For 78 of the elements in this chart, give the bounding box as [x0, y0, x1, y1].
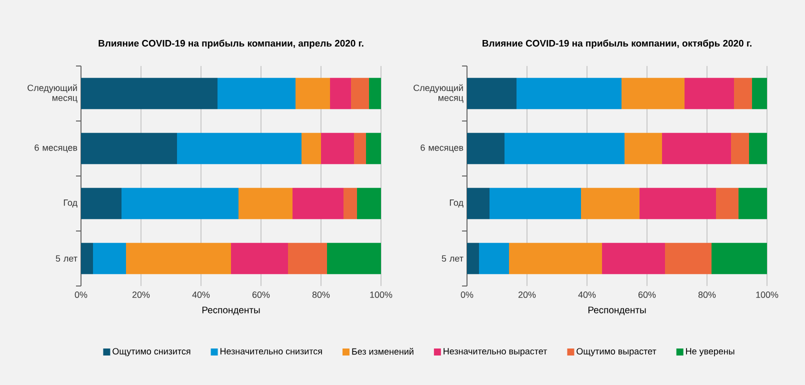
bar — [640, 188, 716, 220]
bar — [467, 188, 490, 220]
bar — [516, 78, 622, 110]
bar — [327, 242, 382, 274]
y-tick-label: 5 лет — [56, 255, 78, 262]
bar — [752, 78, 768, 110]
bar — [467, 78, 517, 110]
bar — [330, 78, 352, 110]
bar — [292, 188, 344, 220]
bar — [622, 78, 685, 110]
legend-label: Без изменений — [352, 348, 414, 355]
y-tick-label: 5 лет — [442, 255, 464, 262]
x-tick-label: 40% — [192, 292, 210, 298]
bar — [296, 78, 330, 110]
chart-title: Влияние COVID-19 на прибыль компании, апрель 2020 г. — [98, 40, 364, 49]
legend-label: Ощутимо снизится — [112, 348, 190, 356]
y-tick-label: Следующий месяц — [414, 84, 464, 103]
bar — [93, 242, 126, 274]
y-tick-label: 6 месяцев — [420, 144, 464, 153]
legend-label: Не уверены — [686, 348, 734, 356]
bar — [321, 132, 354, 164]
bar — [369, 78, 382, 110]
bar — [366, 132, 382, 164]
bar — [716, 188, 739, 220]
x-tick-label: 80% — [698, 292, 716, 298]
bar — [731, 132, 750, 164]
bar — [81, 188, 122, 220]
bar — [467, 132, 505, 164]
bar — [712, 242, 768, 274]
x-tick-label: 60% — [638, 292, 656, 298]
x-axis-title: Респонденты — [588, 306, 646, 316]
bar — [684, 78, 734, 110]
bar — [302, 132, 322, 164]
y-tick-label: Год — [450, 200, 464, 208]
bar — [288, 242, 328, 274]
bar — [81, 242, 94, 274]
x-axis-title: Респонденты — [202, 306, 260, 316]
y-tick-label: Следующий месяц — [28, 84, 78, 103]
bar — [734, 78, 752, 110]
bar — [467, 242, 480, 274]
x-tick-label: 80% — [312, 292, 330, 298]
y-tick-label: 6 месяцев — [34, 144, 78, 153]
legend-label: Ощутимо вырастет — [576, 348, 656, 356]
bar — [126, 242, 232, 274]
bar — [479, 242, 510, 274]
bar — [81, 132, 178, 164]
bar — [624, 132, 662, 164]
x-tick-label: 100% — [370, 292, 392, 298]
legend-label: Незначительно снизится — [220, 348, 322, 354]
bar — [490, 188, 582, 220]
bar — [238, 188, 293, 220]
x-tick-label: 100% — [756, 292, 778, 298]
bar — [509, 242, 602, 274]
bar — [738, 188, 768, 220]
chart-title: Влияние COVID-19 на прибыль компании, октябрь 2020 г. — [482, 40, 752, 49]
bar — [177, 132, 302, 164]
x-tick-label: 40% — [578, 292, 596, 298]
bar — [504, 132, 625, 164]
bar — [602, 242, 666, 274]
x-tick-label: 60% — [252, 292, 270, 298]
bar — [344, 188, 358, 220]
bar — [662, 132, 732, 164]
x-tick-label: 20% — [518, 292, 536, 298]
bar — [218, 78, 296, 110]
legend-label: Незначительно вырастет — [444, 348, 548, 356]
bar — [354, 132, 366, 164]
bar — [122, 188, 239, 220]
y-tick-label: Год — [64, 200, 78, 208]
x-tick-label: 0% — [460, 292, 474, 298]
x-tick-label: 20% — [132, 292, 150, 298]
bar — [665, 242, 712, 274]
bar — [81, 78, 218, 110]
bar — [749, 132, 768, 164]
bar — [357, 188, 382, 220]
bar — [581, 188, 640, 220]
bar — [351, 78, 370, 110]
x-tick-label: 0% — [74, 292, 88, 298]
bar — [231, 242, 288, 274]
